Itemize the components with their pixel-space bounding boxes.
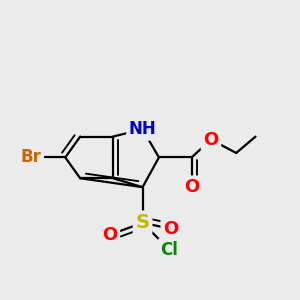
Text: O: O <box>184 178 199 196</box>
Text: S: S <box>136 213 150 232</box>
Text: O: O <box>163 220 178 238</box>
Text: Br: Br <box>21 148 41 166</box>
Text: O: O <box>102 226 118 244</box>
Text: Cl: Cl <box>160 241 178 259</box>
Text: O: O <box>203 130 219 148</box>
Text: NH: NH <box>129 120 156 138</box>
